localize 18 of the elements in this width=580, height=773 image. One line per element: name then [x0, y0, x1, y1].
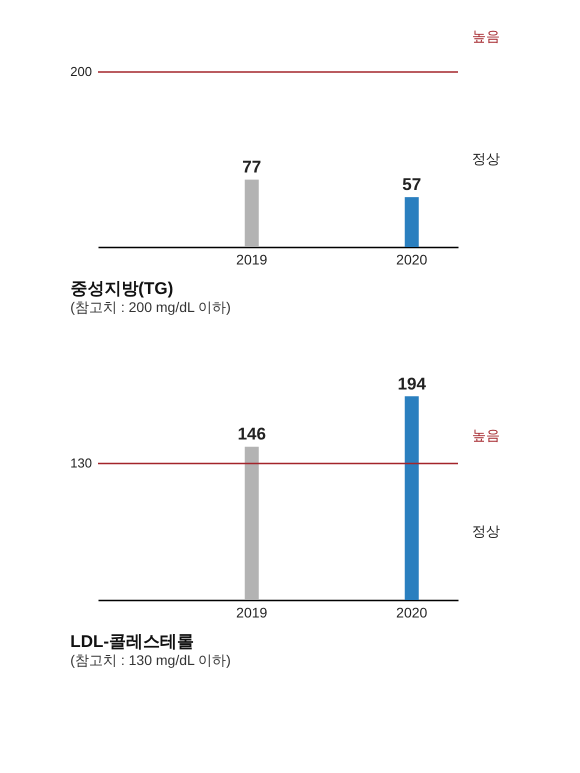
text: 정상 [472, 150, 500, 166]
text: 정상 [472, 522, 500, 539]
text: 중성지방(TG) [70, 279, 174, 298]
data-label: 146 [238, 424, 266, 444]
x-tick-label: 2019 [236, 252, 268, 268]
text: 높음 [472, 427, 500, 444]
x-tick-label: 2020 [396, 252, 428, 268]
x-tick-label: 2020 [396, 604, 428, 620]
ref-line-label: 200 [70, 64, 92, 79]
x-tick-label: 2019 [236, 604, 268, 620]
data-label: 57 [402, 175, 422, 194]
text: 높음 [472, 28, 500, 44]
text: (참고치 : 200 mg/dL 이하) [70, 299, 231, 315]
data-label: 194 [398, 374, 426, 394]
text: LDL-콜레스테롤 [70, 632, 194, 651]
data-label: 77 [242, 158, 262, 177]
ref-line-label: 130 [70, 456, 92, 470]
text: (참고치 : 130 mg/dL 이하) [70, 652, 231, 668]
